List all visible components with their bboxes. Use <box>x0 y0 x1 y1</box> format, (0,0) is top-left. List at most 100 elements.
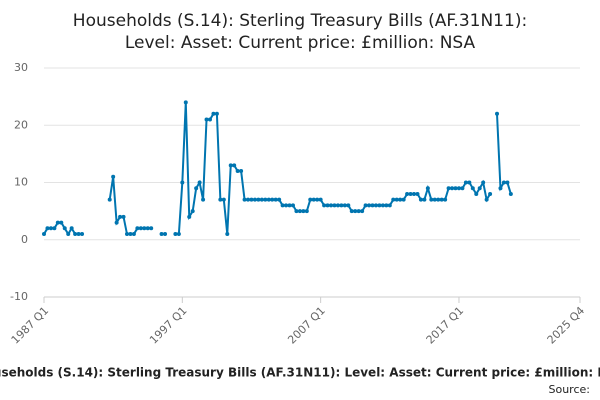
point <box>384 203 389 208</box>
point <box>412 191 417 196</box>
point <box>380 203 385 208</box>
point <box>69 226 74 231</box>
x-tick-label: 2025 Q4 <box>545 304 588 347</box>
point <box>159 232 164 237</box>
point <box>252 197 257 202</box>
point <box>59 220 64 225</box>
point <box>135 226 140 231</box>
point <box>280 203 285 208</box>
point <box>311 197 316 202</box>
point <box>204 117 209 122</box>
point <box>263 197 268 202</box>
point <box>242 197 247 202</box>
point <box>301 209 306 214</box>
point <box>66 232 71 237</box>
point <box>118 214 123 219</box>
point <box>408 191 413 196</box>
y-tick-label: 0 <box>21 233 28 246</box>
point <box>339 203 344 208</box>
point <box>197 180 202 185</box>
point <box>439 197 444 202</box>
point <box>373 203 378 208</box>
point <box>453 186 458 191</box>
point <box>114 220 119 225</box>
point <box>214 111 219 116</box>
point <box>297 209 302 214</box>
point <box>463 180 468 185</box>
point <box>211 111 216 116</box>
point <box>501 180 506 185</box>
point <box>353 209 358 214</box>
point <box>294 209 299 214</box>
x-tick-label: 2017 Q1 <box>424 304 467 347</box>
point <box>232 163 237 168</box>
point <box>450 186 455 191</box>
point <box>398 197 403 202</box>
point <box>55 220 60 225</box>
point <box>460 186 465 191</box>
point <box>370 203 375 208</box>
point <box>329 203 334 208</box>
point <box>481 180 486 185</box>
point <box>367 203 372 208</box>
x-tick-label: 2007 Q1 <box>285 304 328 347</box>
point <box>121 214 126 219</box>
point <box>308 197 313 202</box>
point <box>505 180 510 185</box>
point <box>425 186 430 191</box>
point <box>363 203 368 208</box>
point <box>42 232 46 237</box>
point <box>290 203 295 208</box>
y-tick-label: 20 <box>14 118 28 131</box>
point <box>163 232 168 237</box>
x-tick-label: 1997 Q1 <box>147 304 190 347</box>
point <box>446 186 451 191</box>
point <box>225 232 230 237</box>
point <box>266 197 271 202</box>
point <box>495 111 500 116</box>
point <box>488 191 493 196</box>
point <box>270 197 275 202</box>
point <box>415 191 420 196</box>
chart-title: Level: Asset: Current price: £million: N… <box>125 33 476 53</box>
caption: Households (S.14): Sterling Treasury Bil… <box>0 366 600 380</box>
point <box>111 174 116 179</box>
point <box>142 226 147 231</box>
point <box>80 232 85 237</box>
point <box>201 197 206 202</box>
point <box>394 197 399 202</box>
point <box>128 232 133 237</box>
point <box>239 169 244 174</box>
point <box>145 226 150 231</box>
point <box>484 197 489 202</box>
chart-title: Households (S.14): Sterling Treasury Bil… <box>73 11 527 31</box>
point <box>124 232 129 237</box>
point <box>498 186 503 191</box>
point <box>246 197 251 202</box>
point <box>429 197 434 202</box>
point <box>256 197 261 202</box>
point <box>52 226 57 231</box>
point <box>318 197 323 202</box>
point <box>332 203 337 208</box>
point <box>346 203 351 208</box>
point <box>235 169 240 174</box>
point <box>322 203 327 208</box>
point <box>474 191 479 196</box>
point <box>387 203 392 208</box>
point <box>304 209 309 214</box>
point <box>183 100 188 105</box>
point <box>508 191 513 196</box>
point <box>173 232 178 237</box>
point <box>149 226 154 231</box>
point <box>284 203 289 208</box>
point <box>76 232 81 237</box>
point <box>418 197 423 202</box>
point <box>356 209 361 214</box>
point <box>325 203 330 208</box>
point <box>422 197 427 202</box>
point <box>194 186 199 191</box>
y-tick-label: -10 <box>10 290 28 303</box>
point <box>405 191 410 196</box>
